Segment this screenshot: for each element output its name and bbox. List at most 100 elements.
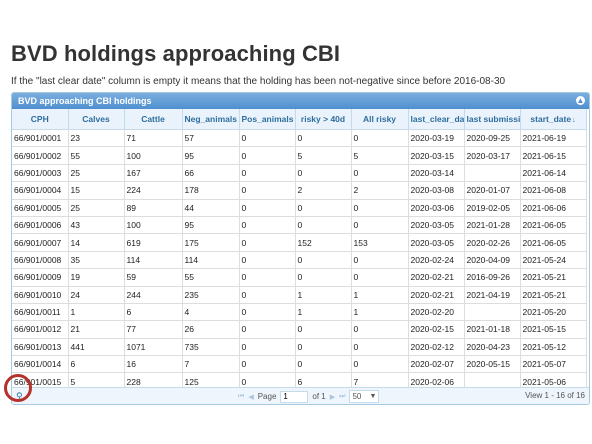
table-cell: 0 <box>239 181 296 200</box>
table-cell: 2021-06-06 <box>520 199 587 217</box>
table-cell: 2021-06-19 <box>520 129 587 148</box>
cph-cell: 66/901/0006 <box>12 216 69 235</box>
table-row[interactable]: 66/901/0011 1 6 4 0 1 1 2020-02-20 2021-05-20 <box>12 303 587 322</box>
table-cell: 2021-01-18 <box>464 320 521 339</box>
table-cell: 152 <box>295 233 352 252</box>
collapse-icon[interactable]: ▲ <box>576 96 585 105</box>
table-cell: 0 <box>239 199 296 217</box>
column-header[interactable]: Pos_animals <box>239 109 296 130</box>
column-header[interactable]: Neg_animals <box>182 109 240 130</box>
table-row[interactable]: 66/901/0010 24 244 235 0 1 1 2020-02-21 2021-04-… <box>12 286 587 304</box>
table-cell: 23 <box>68 129 125 148</box>
table-cell: 2021-05-07 <box>520 355 587 374</box>
column-header-label: All risky <box>362 114 397 124</box>
table-cell: 5 <box>295 146 352 165</box>
table-cell: 2020-03-08 <box>408 181 465 200</box>
column-header[interactable]: last submissio <box>464 109 521 130</box>
table-row[interactable]: 66/901/0012 21 77 26 0 0 0 2020-02-15 2021-01-18… <box>12 320 587 339</box>
table-cell: 619 <box>124 233 183 252</box>
table-cell: 0 <box>351 164 409 183</box>
table-row[interactable]: 66/901/0005 25 89 44 0 0 0 2020-03-06 2019-02-05… <box>12 199 587 217</box>
annotation-circle <box>4 374 32 402</box>
cph-cell: 66/901/0004 <box>12 181 69 200</box>
table-cell: 0 <box>351 268 409 287</box>
table-cell: 59 <box>124 268 183 287</box>
table-cell: 175 <box>182 233 240 252</box>
table-cell: 0 <box>351 129 409 148</box>
column-header-label: start_date <box>530 114 572 124</box>
table-cell: 2020-02-12 <box>408 338 465 357</box>
table-row[interactable]: 66/901/0006 43 100 95 0 0 0 2020-03-05 2021-01-2… <box>12 216 587 235</box>
table-cell: 44 <box>182 199 240 217</box>
table-cell: 57 <box>182 129 240 148</box>
table-cell: 167 <box>124 164 183 183</box>
table-row[interactable]: 66/901/0001 23 71 57 0 0 0 2020-03-19 2020-09-25… <box>12 129 587 148</box>
table-cell: 16 <box>124 355 183 374</box>
page-title: BVD holdings approaching CBI <box>11 41 341 66</box>
table-cell: 2020-03-15 <box>408 146 465 165</box>
cph-cell: 66/901/0010 <box>12 286 69 304</box>
table-row[interactable]: 66/901/0008 35 114 114 0 0 0 2020-02-24 2020-04-… <box>12 251 587 270</box>
cph-cell: 66/901/0011 <box>12 303 69 322</box>
column-header[interactable]: All risky <box>351 109 409 130</box>
column-header-label: last_clear_dat <box>410 114 464 124</box>
table-row[interactable]: 66/901/0009 19 59 55 0 0 0 2020-02-21 2016-09-26… <box>12 268 587 287</box>
table-cell: 55 <box>68 146 125 165</box>
chevron-down-icon: ▼ <box>369 393 377 400</box>
sort-desc-icon[interactable]: ↓ <box>572 117 576 124</box>
column-header[interactable]: Cattle <box>124 109 183 130</box>
column-header[interactable]: last_clear_dat <box>408 109 465 130</box>
prev-page-icon[interactable]: ◀ <box>248 393 254 401</box>
column-header[interactable]: CPH <box>12 109 69 130</box>
cph-cell: 66/901/0014 <box>12 355 69 374</box>
table-cell: 66 <box>182 164 240 183</box>
last-page-icon[interactable]: ⏭ <box>339 392 346 400</box>
table-cell: 0 <box>239 216 296 235</box>
column-header[interactable]: risky > 40d <box>295 109 352 130</box>
table-cell: 5 <box>351 146 409 165</box>
rows-per-page-select[interactable]: 50 ▼ <box>349 390 380 403</box>
page-number-input[interactable] <box>280 390 309 403</box>
table-cell: 2021-06-08 <box>520 181 587 200</box>
column-header[interactable]: Calves <box>68 109 125 130</box>
table-cell: 77 <box>124 320 183 339</box>
table-cell: 0 <box>239 355 296 374</box>
table-row[interactable]: 66/901/0002 55 100 95 0 5 5 2020-03-15 2020-03-1… <box>12 146 587 165</box>
table-cell: 0 <box>239 303 296 322</box>
table-cell: 2020-03-17 <box>464 146 521 165</box>
grid-caption: BVD approaching CBI holdings ▲ <box>12 93 589 109</box>
table-row[interactable]: 66/901/0014 6 16 7 0 0 0 2020-02-07 2020-05-15 20… <box>12 355 587 374</box>
table-cell: 100 <box>124 216 183 235</box>
table-cell: 441 <box>68 338 125 357</box>
table-cell: 2020-02-15 <box>408 320 465 339</box>
next-page-icon[interactable]: ▶ <box>329 393 336 401</box>
table-row[interactable]: 66/901/0007 14 619 175 0 152 153 2020-03-05 2020… <box>12 233 587 252</box>
table-cell: 2021-06-05 <box>520 233 587 252</box>
table-cell: 178 <box>182 181 240 200</box>
grid-caption-text: BVD approaching CBI holdings <box>18 96 152 106</box>
table-cell: 2021-05-21 <box>520 286 587 304</box>
table-cell: 100 <box>124 146 183 165</box>
table-cell: 6 <box>124 303 183 322</box>
table-cell <box>464 303 521 322</box>
table-cell: 0 <box>239 286 296 304</box>
table-row[interactable]: 66/901/0003 25 167 66 0 0 0 2020-03-14 2021-06-1… <box>12 164 587 183</box>
table-row[interactable]: 66/901/0013 441 1071 735 0 0 0 2020-02-12 2020-0… <box>12 338 587 357</box>
table-cell: 43 <box>68 216 125 235</box>
table-cell: 0 <box>295 164 352 183</box>
first-page-icon[interactable]: ⏮ <box>238 392 245 400</box>
table-cell: 2020-01-07 <box>464 181 521 200</box>
column-header[interactable]: start_date↓ <box>520 109 587 130</box>
table-row[interactable]: 66/901/0004 15 224 178 0 2 2 2020-03-08 2020-01-… <box>12 181 587 200</box>
table-cell: 2020-03-06 <box>408 199 465 217</box>
table-cell: 0 <box>295 216 352 235</box>
table-cell: 2020-03-05 <box>408 233 465 252</box>
table-cell: 2020-02-21 <box>408 268 465 287</box>
table-cell: 2020-02-24 <box>408 251 465 270</box>
table-cell: 735 <box>182 338 240 357</box>
table-cell: 2020-04-23 <box>464 338 521 357</box>
column-header-label: Calves <box>82 114 110 124</box>
table-cell: 2020-09-25 <box>464 129 521 148</box>
table-cell: 0 <box>239 146 296 165</box>
table-cell: 0 <box>351 355 409 374</box>
